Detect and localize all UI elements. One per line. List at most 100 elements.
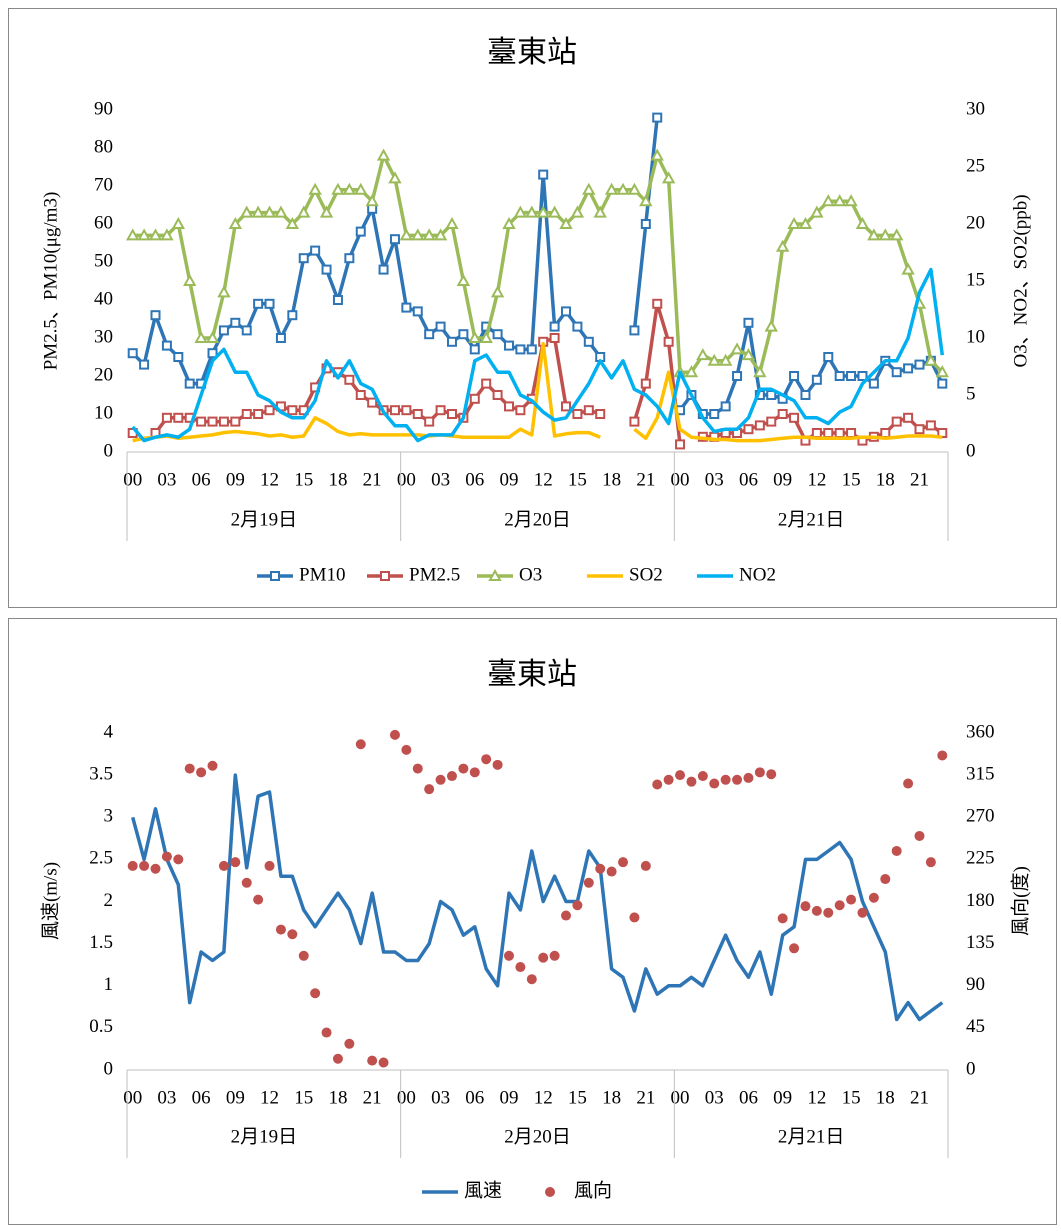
chart-frame xyxy=(8,8,1057,608)
x-tick-label: 15 xyxy=(568,469,587,490)
data-point xyxy=(526,974,537,985)
data-point xyxy=(173,352,184,362)
data-point xyxy=(469,344,480,355)
data-point xyxy=(479,330,493,343)
data-point xyxy=(230,857,241,868)
data-point xyxy=(857,907,868,918)
x-tick-label: 09 xyxy=(226,469,245,490)
x-tick-label: 18 xyxy=(602,469,621,490)
y-tick-label: 90 xyxy=(94,98,113,119)
x-tick-label: 03 xyxy=(431,469,450,490)
x-tick-label: 00 xyxy=(671,1087,690,1108)
data-point xyxy=(298,253,309,264)
y2-tick-label: 10 xyxy=(966,326,985,347)
x-tick-label: 00 xyxy=(397,469,416,490)
data-point xyxy=(161,340,172,351)
data-point xyxy=(150,310,161,321)
data-point xyxy=(274,205,288,218)
y-axis-title: PM2.5、PM10(μg/m3) xyxy=(40,192,61,371)
data-point xyxy=(753,365,767,378)
data-point xyxy=(891,367,902,378)
data-point xyxy=(321,1027,332,1038)
data-point xyxy=(264,860,275,871)
data-point xyxy=(559,216,573,229)
data-point xyxy=(538,952,549,963)
x-tick-label: 15 xyxy=(294,1087,313,1108)
series-line xyxy=(131,773,944,1022)
data-point xyxy=(253,894,264,905)
data-point xyxy=(582,182,596,195)
data-point xyxy=(549,950,560,961)
y-tick-label: 0 xyxy=(104,440,114,461)
data-point xyxy=(321,264,332,275)
legend-marker xyxy=(545,1187,555,1197)
data-point xyxy=(446,771,457,782)
data-point xyxy=(903,412,914,423)
data-point xyxy=(810,205,824,218)
data-point xyxy=(332,1053,343,1064)
data-point xyxy=(378,1057,389,1068)
data-point xyxy=(561,910,572,921)
data-point xyxy=(196,767,207,778)
data-point xyxy=(275,333,286,343)
data-point xyxy=(355,390,366,400)
data-point xyxy=(241,877,252,888)
data-point xyxy=(787,216,801,229)
data-point xyxy=(901,262,915,275)
data-point xyxy=(389,234,400,245)
data-point xyxy=(754,767,765,778)
data-point xyxy=(308,182,322,195)
data-point xyxy=(502,216,516,229)
y-tick-label: 2.5 xyxy=(89,848,113,869)
x-tick-label: 00 xyxy=(123,1087,142,1108)
data-point xyxy=(126,228,140,241)
data-point xyxy=(561,306,572,317)
x-tick-label: 21 xyxy=(636,469,655,490)
data-point xyxy=(241,409,252,419)
data-point xyxy=(743,772,754,783)
data-point xyxy=(355,739,366,750)
data-point xyxy=(924,353,938,366)
data-point xyxy=(697,771,708,782)
x-tick-label: 12 xyxy=(534,469,553,490)
data-point xyxy=(310,245,321,256)
data-point xyxy=(754,420,765,431)
data-point xyxy=(344,1038,355,1049)
x-tick-label: 21 xyxy=(910,469,929,490)
data-point xyxy=(823,428,834,438)
data-point xyxy=(640,860,651,871)
data-point xyxy=(572,321,583,332)
data-point xyxy=(709,409,720,419)
data-point xyxy=(285,216,300,229)
data-point xyxy=(640,219,651,229)
data-point xyxy=(707,353,721,366)
data-point xyxy=(401,744,412,755)
y2-tick-label: 0 xyxy=(966,440,976,461)
y-tick-label: 50 xyxy=(94,250,113,271)
series-line xyxy=(132,341,943,443)
data-point xyxy=(388,171,402,184)
data-point xyxy=(538,169,549,180)
data-point xyxy=(789,371,800,381)
data-point xyxy=(515,962,526,973)
y-tick-label: 4 xyxy=(104,721,114,742)
data-point xyxy=(469,393,480,404)
data-point xyxy=(868,378,879,389)
data-point xyxy=(424,784,435,795)
x-tick-label: 09 xyxy=(226,1087,245,1108)
y-tick-label: 3 xyxy=(104,806,114,827)
data-point xyxy=(412,306,423,317)
x-tick-label: 15 xyxy=(842,1087,861,1108)
y-tick-label: 30 xyxy=(94,326,113,347)
x-tick-label: 09 xyxy=(499,1087,518,1108)
data-point xyxy=(629,912,640,923)
data-point xyxy=(639,194,653,207)
data-point xyxy=(561,401,572,412)
legend-marker xyxy=(380,571,390,581)
data-point xyxy=(937,378,948,389)
x-tick-label: 06 xyxy=(465,1087,484,1108)
data-point xyxy=(241,325,252,336)
data-point xyxy=(389,405,400,416)
data-point xyxy=(661,171,676,184)
y2-axis-title: O3、NO2、SO2(ppb) xyxy=(1010,194,1031,367)
